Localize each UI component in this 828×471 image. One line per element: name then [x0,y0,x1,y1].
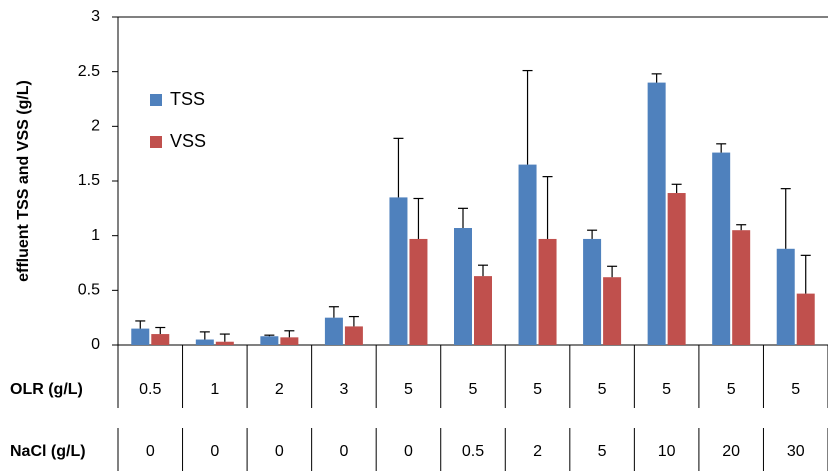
error-bar [780,188,791,249]
error-bar [264,334,275,337]
x-tick-label: 0 [146,443,155,460]
bar [667,193,686,345]
error-bar [651,73,662,83]
x-tick-label: 5 [469,381,478,398]
x-tick-label: 3 [339,381,348,398]
x-tick-label: 2 [275,381,284,398]
legend-swatch [150,94,162,106]
legend-swatch [150,136,162,148]
x-tick-label: 30 [787,443,805,460]
y-tick-label: 2 [91,118,100,135]
x-tick-label: 0 [210,443,219,460]
bar [131,328,150,345]
y-axis-label: effluent TSS and VSS (g/L) [15,80,32,282]
legend-label: VSS [170,131,206,151]
bar [538,238,557,345]
x-tick-label: 0.5 [462,443,484,460]
bar [474,276,492,345]
bar [409,238,428,345]
x-tick-label: 0 [339,443,348,460]
bar [732,230,751,345]
bar [151,334,170,345]
bar [389,197,408,345]
bar [344,326,363,345]
error-bar [716,143,727,153]
x-tick-label: 5 [598,381,607,398]
bar [712,152,731,345]
legend-label: TSS [170,89,205,109]
bar [454,228,472,345]
row-label: NaCl (g/L) [10,443,86,460]
bar [603,277,622,345]
bar [518,164,537,345]
error-bar [413,197,424,239]
bar [195,339,214,345]
bar [215,341,234,345]
x-tick-label: 1 [210,381,219,398]
bar [583,238,602,345]
y-tick-label: 1.5 [78,172,100,189]
x-tick-label: 20 [722,443,740,460]
x-tick-label: 5 [533,381,542,398]
bar [324,317,343,345]
x-tick-label: 5 [727,381,736,398]
error-bar [542,176,553,239]
x-tick-label: 5 [791,381,800,398]
x-tick-label: 0.5 [139,381,161,398]
error-bar [607,265,618,278]
error-bar [522,69,533,165]
x-tick-label: 5 [598,443,607,460]
error-bar [199,331,210,340]
x-tick-label: 10 [658,443,676,460]
bar [260,336,279,345]
error-bar [478,264,488,277]
error-bar [800,254,811,294]
y-tick-label: 0.5 [78,282,100,299]
error-bar [736,224,747,231]
error-bar [219,333,230,342]
row-label: OLR (g/L) [10,381,83,398]
bar [647,82,666,345]
bar [776,248,795,345]
error-bar [587,229,598,239]
error-bar [671,183,682,194]
x-tick-label: 0 [275,443,284,460]
error-bar [348,315,359,327]
error-bar [284,330,295,338]
y-tick-label: 0 [91,336,100,353]
x-tick-label: 5 [404,381,413,398]
x-tick-label: 5 [662,381,671,398]
error-bar [458,207,468,229]
error-bar [328,306,339,318]
error-bar [155,326,166,335]
error-bar [393,137,404,198]
error-bar [135,320,146,329]
x-tick-label: 2 [533,443,542,460]
y-tick-label: 3 [91,8,100,25]
x-tick-label: 0 [404,443,413,460]
bar [796,293,815,345]
bar [280,337,299,345]
y-tick-label: 1 [91,227,100,244]
y-tick-label: 2.5 [78,63,100,80]
